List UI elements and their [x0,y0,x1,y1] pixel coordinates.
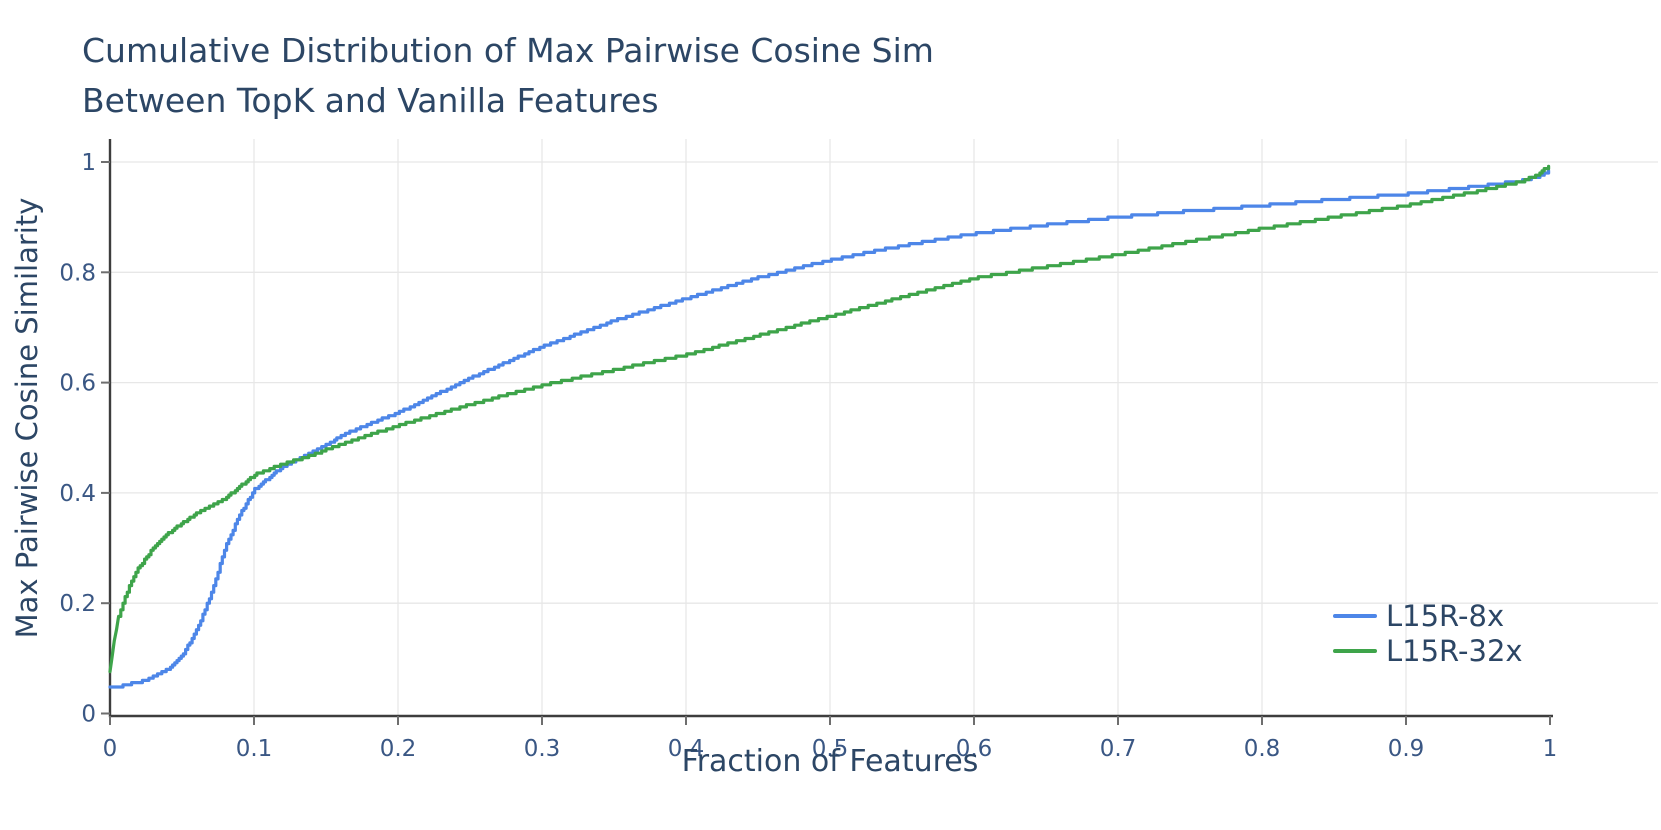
x-tick-label: 0.7 [1100,736,1137,762]
legend-line-swatch-green [1333,648,1377,653]
chart-title: Cumulative Distribution of Max Pairwise … [82,26,934,126]
x-tick-label: 0.3 [524,736,561,762]
x-tick-label: 0.5 [812,736,849,762]
x-tick-label: 0.4 [668,736,705,762]
y-tick-label: 0 [81,702,96,728]
y-axis-label: Max Pairwise Cosine Similarity [10,197,44,639]
x-tick-label: 0 [103,736,118,762]
x-tick-label: 0.2 [380,736,417,762]
y-tick-label: 1 [81,150,96,176]
x-axis-label: Fraction of Features [681,744,979,779]
legend-label: L15R-32x [1386,633,1523,668]
x-tick-label: 1 [1543,736,1558,762]
chart-title-line1: Cumulative Distribution of Max Pairwise … [82,31,934,70]
x-tick-label: 0.1 [236,736,273,762]
y-tick-label: 0.2 [59,591,96,617]
y-tick-label: 0.8 [59,260,96,286]
chart-title-line2: Between TopK and Vanilla Features [82,81,659,120]
y-tick-label: 0.4 [59,481,96,507]
legend-label: L15R-8x [1386,598,1505,633]
y-tick-label: 0.6 [59,371,96,397]
series-line-l15r-8x [108,169,1551,689]
x-tick-label: 0.6 [956,736,993,762]
legend-item: L15R-32x [1333,633,1523,668]
legend: L15R-8x L15R-32x [1333,598,1523,668]
legend-item: L15R-8x [1333,598,1523,633]
x-tick-label: 0.8 [1244,736,1281,762]
series-line-l15r-32x [108,164,1551,674]
x-tick-label: 0.9 [1388,736,1425,762]
legend-line-swatch-blue [1333,613,1377,618]
